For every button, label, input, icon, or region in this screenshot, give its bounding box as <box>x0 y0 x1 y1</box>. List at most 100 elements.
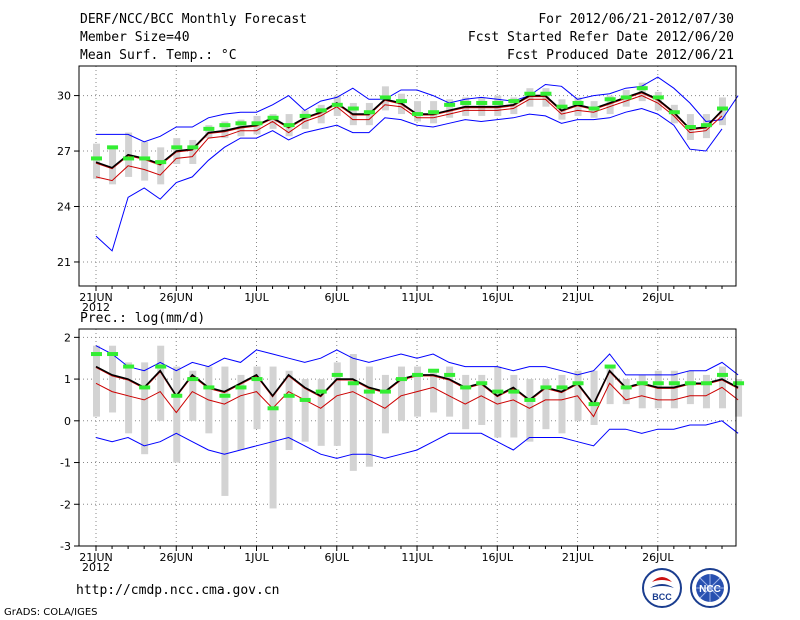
member-range-bar <box>237 374 245 451</box>
observation-marker <box>251 377 263 382</box>
member-range-bar <box>269 366 277 509</box>
observation-marker <box>379 389 391 394</box>
x-tick-label: 21JUN <box>79 291 113 304</box>
x-tick-label: 1JUL <box>244 291 269 304</box>
member-range-bar <box>622 379 630 405</box>
observation-marker <box>299 113 311 118</box>
observation-marker <box>717 372 728 377</box>
observation-marker <box>363 110 375 115</box>
y-tick-label: -1 <box>60 457 71 470</box>
x-tick-label: 26JUN <box>159 551 193 564</box>
bcc-logo-text: BCC <box>652 592 672 602</box>
y-tick-label: 27 <box>57 145 71 158</box>
member-range-bar <box>397 366 405 421</box>
member-range-bar <box>157 147 165 185</box>
ncc-logo-icon: NCC <box>690 568 730 608</box>
member-range-bar <box>462 374 470 430</box>
observation-marker <box>572 100 584 105</box>
chart-title: DERF/NCC/BCC Monthly Forecast <box>80 12 307 27</box>
observation-marker <box>379 95 391 100</box>
observation-marker <box>235 385 247 390</box>
observation-marker <box>540 385 552 390</box>
plot-frame <box>78 65 737 287</box>
observation-marker <box>171 145 183 150</box>
fcst-started-date: Fcst Started Refer Date 2012/06/20 <box>467 30 734 45</box>
observation-marker <box>203 385 215 390</box>
y-tick-label: 2 <box>64 331 71 344</box>
member-range-bar <box>141 362 149 455</box>
member-range-bar <box>109 145 117 185</box>
observation-marker <box>684 381 696 386</box>
observation-marker <box>604 364 616 369</box>
observation-marker <box>604 97 616 102</box>
grads-credit: GrADS: COLA/IGES <box>4 607 98 618</box>
observation-marker <box>203 126 215 131</box>
x-tick-label: 11JUL <box>401 291 433 304</box>
member-range-bar <box>381 374 389 434</box>
observation-marker <box>123 364 135 369</box>
max-line <box>96 76 739 143</box>
member-range-bar <box>638 374 646 409</box>
observation-marker <box>508 99 520 104</box>
x-tick-label: 11JUL <box>401 551 433 564</box>
observation-marker <box>540 91 552 96</box>
source-url: http://cmdp.ncc.cma.gov.cn <box>76 583 280 598</box>
member-range-bar <box>590 370 598 425</box>
member-range-bar <box>205 125 213 139</box>
observation-marker <box>492 100 504 105</box>
observation-marker <box>636 86 648 91</box>
observation-marker <box>620 385 632 390</box>
observation-marker <box>588 402 600 407</box>
member-range-bar <box>494 95 502 116</box>
observation-marker <box>283 123 295 128</box>
member-range-bar <box>526 379 534 442</box>
observation-marker <box>652 95 664 100</box>
observation-marker <box>187 377 199 382</box>
x-tick-label: 26JUN <box>159 291 193 304</box>
observation-marker <box>572 381 584 386</box>
x-tick-label: 26JUL <box>642 291 674 304</box>
ensemble-mean-line <box>95 91 723 169</box>
member-range-bar <box>285 370 293 451</box>
min-line <box>95 420 739 459</box>
x-tick-label: 6JUL <box>325 551 350 564</box>
member-range-bar <box>494 366 502 438</box>
observation-marker <box>347 381 359 386</box>
observation-marker <box>476 100 488 105</box>
precip-variable-label: Prec.: log(mm/d) <box>80 311 206 326</box>
observation-marker <box>652 381 664 386</box>
observation-marker <box>460 100 472 105</box>
member-range-bar <box>317 104 325 124</box>
observation-marker <box>524 397 536 402</box>
x-tick-label: 26JUL <box>642 551 674 564</box>
member-range-bar <box>189 139 197 164</box>
member-range-bar <box>93 143 100 179</box>
x-tick-label: 21JUL <box>562 291 594 304</box>
x-tick-label: 1JUL <box>244 551 269 564</box>
x-year-label: 2012 <box>82 301 110 314</box>
member-range-bar <box>221 366 229 496</box>
observation-marker <box>347 106 359 111</box>
observation-marker <box>139 156 151 161</box>
member-range-bar <box>317 379 325 446</box>
member-range-bar <box>654 370 662 409</box>
observation-marker <box>187 145 199 150</box>
observation-marker <box>171 393 183 398</box>
median-line <box>95 382 739 418</box>
observation-marker <box>219 123 231 128</box>
observation-marker <box>251 121 263 126</box>
observation-marker <box>556 104 568 109</box>
fcst-produced-date: Fcst Produced Date 2012/06/21 <box>507 48 734 63</box>
observation-marker <box>668 110 680 115</box>
observation-marker <box>428 368 440 373</box>
observation-marker <box>556 385 568 390</box>
observation-marker <box>363 389 375 394</box>
y-tick-label: 24 <box>57 201 71 214</box>
observation-marker <box>331 372 343 377</box>
member-range-bar <box>301 110 309 129</box>
observation-marker <box>588 106 600 111</box>
observation-marker <box>700 123 712 128</box>
y-tick-label: 0 <box>64 415 71 428</box>
plot-frame <box>78 328 737 547</box>
